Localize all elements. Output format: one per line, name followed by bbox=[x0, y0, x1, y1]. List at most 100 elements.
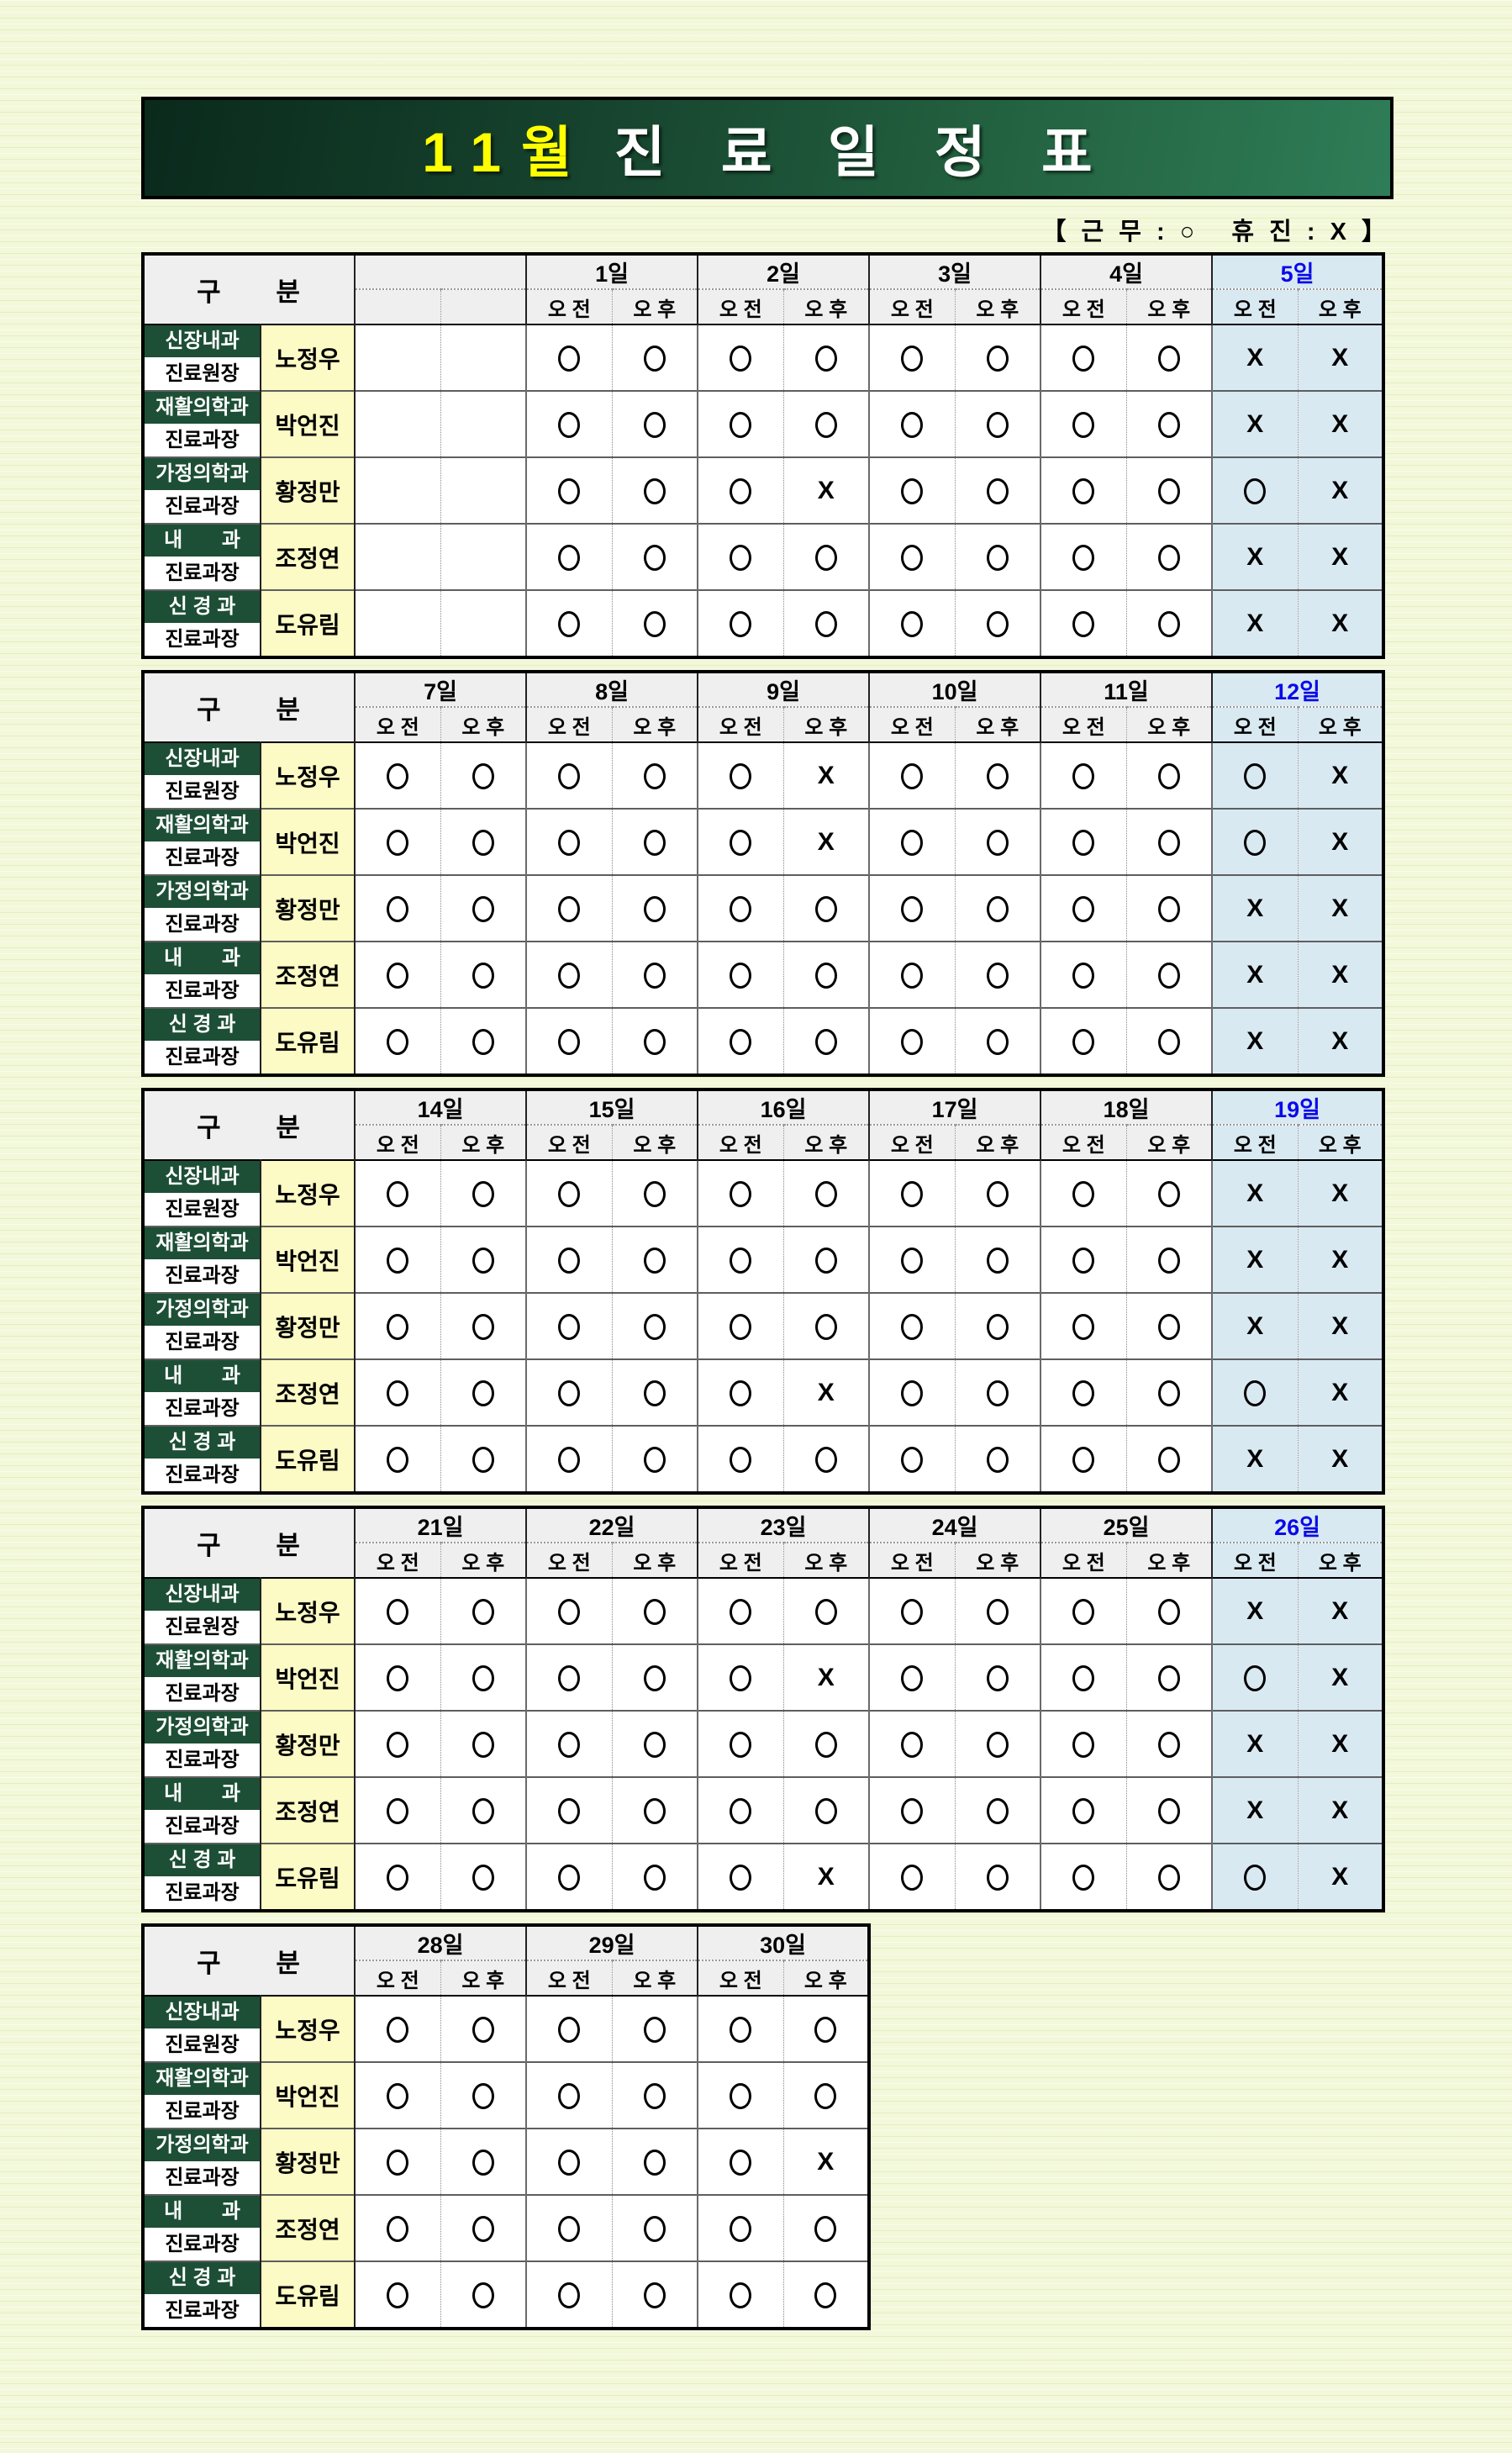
work-circle-mark bbox=[1244, 1665, 1267, 1692]
schedule-cell bbox=[611, 1643, 698, 1711]
day-header: 19일 bbox=[1211, 1089, 1383, 1125]
closed-x-mark: X bbox=[1331, 343, 1349, 372]
work-circle-mark bbox=[472, 2017, 494, 2044]
work-circle-mark bbox=[643, 1447, 666, 1474]
pm-header: 오 후 bbox=[782, 1542, 869, 1578]
schedule-cell bbox=[440, 390, 526, 457]
work-circle-mark bbox=[472, 2282, 494, 2309]
schedule-cell bbox=[1211, 808, 1298, 875]
pm-header: 오 후 bbox=[1297, 706, 1383, 742]
doctor-name-cell: 노정우 bbox=[261, 324, 356, 391]
schedule-cell bbox=[954, 1159, 1040, 1226]
closed-x-mark: X bbox=[1246, 1179, 1264, 1207]
schedule-cell bbox=[1125, 1425, 1212, 1493]
work-circle-mark bbox=[730, 1380, 752, 1407]
work-circle-mark bbox=[387, 1447, 409, 1474]
schedule-cell bbox=[354, 589, 440, 657]
schedule-cell bbox=[611, 589, 698, 657]
work-circle-mark bbox=[730, 2017, 752, 2044]
am-header: 오 전 bbox=[1211, 288, 1298, 324]
schedule-cell bbox=[697, 2194, 783, 2261]
day-header: 28일 bbox=[354, 1925, 526, 1960]
am-header: 오 전 bbox=[697, 288, 783, 324]
title-text: 진 료 일 정 표 bbox=[614, 121, 1113, 183]
schedule-cell bbox=[1040, 1007, 1126, 1075]
schedule-cell bbox=[1040, 1159, 1126, 1226]
work-circle-mark bbox=[986, 478, 1009, 505]
work-circle-mark bbox=[1072, 1865, 1095, 1891]
schedule-cell: X bbox=[1297, 1292, 1383, 1359]
schedule-cell bbox=[868, 456, 955, 524]
work-circle-mark bbox=[1072, 1732, 1095, 1759]
pm-header: 오 후 bbox=[1125, 288, 1212, 324]
gubun-header: 구 분 bbox=[143, 1925, 355, 1996]
schedule-cell bbox=[697, 1776, 783, 1844]
schedule-cell bbox=[611, 523, 698, 590]
work-circle-mark bbox=[1072, 545, 1095, 572]
pm-header: 오 후 bbox=[440, 706, 526, 742]
schedule-cell bbox=[525, 1995, 612, 2062]
schedule-cell bbox=[697, 1226, 783, 1293]
work-circle-mark bbox=[986, 1181, 1009, 1208]
work-circle-mark bbox=[472, 1029, 494, 1056]
day-header: 23일 bbox=[697, 1507, 869, 1543]
schedule-cell: X bbox=[1211, 874, 1298, 942]
schedule-cell: X bbox=[1211, 1226, 1298, 1293]
day-header: 15일 bbox=[525, 1089, 698, 1125]
work-circle-mark bbox=[730, 1865, 752, 1891]
schedule-cell bbox=[954, 390, 1040, 457]
schedule-cell bbox=[1125, 390, 1212, 457]
day-header: 8일 bbox=[525, 672, 698, 707]
work-circle-mark bbox=[643, 1380, 666, 1407]
schedule-cell bbox=[868, 1425, 955, 1493]
work-circle-mark bbox=[387, 1865, 409, 1891]
schedule-cell bbox=[611, 1358, 698, 1426]
work-circle-mark bbox=[814, 545, 837, 572]
work-circle-mark bbox=[643, 346, 666, 372]
work-circle-mark bbox=[1072, 830, 1095, 857]
schedule-cell bbox=[611, 390, 698, 457]
schedule-cell bbox=[1125, 1292, 1212, 1359]
schedule-cell bbox=[354, 1358, 440, 1426]
department-cell: 재활의학과 진료과장 bbox=[143, 1226, 261, 1293]
schedule-cell: X bbox=[1297, 390, 1383, 457]
doctor-name-cell: 조정연 bbox=[261, 1776, 356, 1844]
work-circle-mark bbox=[901, 1599, 924, 1626]
department-cell: 재활의학과 진료과장 bbox=[143, 390, 261, 457]
doctor-name-cell: 도유림 bbox=[261, 589, 356, 657]
schedule-cell: X bbox=[1211, 1007, 1298, 1075]
schedule-cell bbox=[697, 1710, 783, 1777]
schedule-cell bbox=[954, 589, 1040, 657]
pm-header: 오 후 bbox=[954, 1542, 1040, 1578]
work-circle-mark bbox=[814, 963, 837, 989]
work-circle-mark bbox=[1157, 1248, 1180, 1274]
department-name: 신 경 과 bbox=[145, 1427, 259, 1459]
schedule-cell bbox=[611, 941, 698, 1008]
doctor-row: 내 과 진료과장 조정연 X X bbox=[143, 941, 1383, 1008]
schedule-cell: X bbox=[782, 1843, 869, 1911]
work-circle-mark bbox=[1157, 412, 1180, 439]
schedule-cell bbox=[354, 324, 440, 391]
schedule-cell bbox=[354, 523, 440, 590]
department-title: 진료과장 bbox=[145, 1677, 259, 1710]
schedule-cell: X bbox=[1211, 941, 1298, 1008]
title-banner: 11월 진 료 일 정 표 bbox=[141, 97, 1393, 199]
schedule-cell bbox=[1040, 1710, 1126, 1777]
schedule-cell bbox=[1125, 1226, 1212, 1293]
pm-header: 오 후 bbox=[440, 1960, 526, 1996]
doctor-name-cell: 노정우 bbox=[261, 1159, 356, 1226]
schedule-cell bbox=[354, 1292, 440, 1359]
schedule-cell bbox=[440, 1643, 526, 1711]
schedule-cell bbox=[697, 2128, 783, 2195]
schedule-cell bbox=[868, 1159, 955, 1226]
am-header: 오 전 bbox=[697, 1960, 783, 1996]
work-circle-mark bbox=[1244, 1865, 1267, 1891]
schedule-cell: X bbox=[1211, 1710, 1298, 1777]
department-title: 진료과장 bbox=[145, 1259, 259, 1292]
work-circle-mark bbox=[1072, 963, 1095, 989]
department-title: 진료과장 bbox=[145, 2161, 259, 2194]
schedule-cell: X bbox=[782, 1643, 869, 1711]
schedule-cell bbox=[440, 1710, 526, 1777]
doctor-row: 재활의학과 진료과장 박언진 bbox=[143, 2061, 869, 2129]
day-header: 3일 bbox=[868, 254, 1040, 289]
